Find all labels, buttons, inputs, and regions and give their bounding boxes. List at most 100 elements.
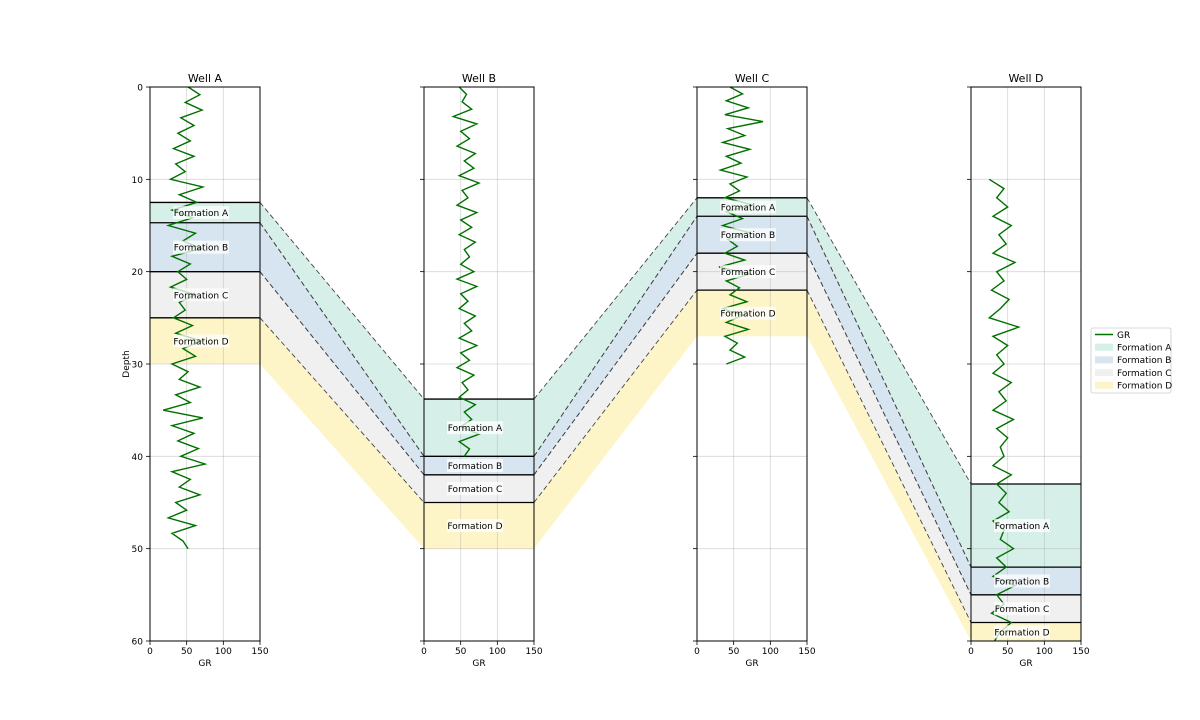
- formation-label: Formation C: [174, 291, 229, 301]
- x-tick-label: 50: [181, 647, 193, 657]
- correlation-fills: [259, 197, 972, 641]
- formation-label-box: [173, 240, 229, 254]
- x-tick-label: 150: [798, 647, 815, 657]
- x-tick-label: 150: [525, 647, 542, 657]
- formation-label-box: [720, 200, 776, 214]
- formation-label-box: [447, 421, 503, 435]
- y-tick-label: 60: [132, 638, 144, 648]
- correlation-band-formation-c: [260, 271, 424, 503]
- x-axis-label: GR: [472, 659, 485, 669]
- x-tick-label: 100: [489, 647, 506, 657]
- correlation-line: [533, 252, 698, 476]
- formation-label: Formation B: [721, 231, 775, 241]
- y-tick-label: 0: [137, 84, 143, 94]
- formation-label-box: [447, 482, 503, 496]
- x-tick-label: 100: [1036, 647, 1053, 657]
- y-tick-label: 50: [132, 545, 144, 555]
- correlation-band-formation-b: [534, 216, 697, 475]
- gr-log-curve: [987, 178, 1021, 642]
- x-tick-label: 0: [694, 647, 700, 657]
- x-tick-label: 0: [147, 647, 153, 657]
- formation-label: Formation A: [721, 204, 776, 214]
- y-tick-label: 20: [132, 268, 144, 278]
- formation-label: Formation A: [995, 522, 1050, 532]
- correlation-band-formation-c: [807, 253, 971, 623]
- correlation-line: [533, 289, 698, 503]
- formation-label-box: [173, 206, 229, 220]
- x-tick-label: 50: [455, 647, 467, 657]
- x-tick-label: 150: [1072, 647, 1089, 657]
- x-tick-label: 150: [251, 647, 268, 657]
- formation-label-box: [994, 625, 1050, 639]
- legend: GR Formation A Formation B Formation C Forma…: [1090, 327, 1172, 394]
- correlation-line: [533, 197, 698, 400]
- formation-label-box: [720, 228, 776, 242]
- well-panels: Formation A Formation B Formation C Formati…: [122, 72, 1090, 669]
- x-tick-label: 50: [728, 647, 740, 657]
- formation-label-box: [173, 334, 229, 348]
- legend-swatch-patch: [1095, 356, 1113, 364]
- formation-label: Formation C: [995, 605, 1050, 615]
- well-panel-well-c: Formation A Formation B Formation C Formati…: [693, 72, 816, 669]
- formation-label-box: [447, 519, 503, 533]
- correlation-band-formation-d: [260, 317, 424, 549]
- x-axis-label: GR: [1019, 659, 1032, 669]
- correlation-band-formation-a: [534, 197, 697, 457]
- formation-label: Formation D: [447, 522, 502, 532]
- correlation-line: [533, 216, 698, 457]
- well-title: Well D: [1008, 72, 1043, 85]
- x-tick-label: 0: [968, 647, 974, 657]
- legend-swatch-patch: [1095, 369, 1113, 377]
- correlation-band-formation-b: [260, 222, 424, 475]
- correlation-band-formation-a: [260, 202, 424, 457]
- x-tick-label: 100: [762, 647, 779, 657]
- well-title: Well C: [735, 72, 770, 85]
- gr-log-curve: [451, 86, 481, 457]
- formation-label: Formation B: [995, 577, 1049, 587]
- x-axis-label: GR: [198, 659, 211, 669]
- formation-label: Formation C: [448, 485, 503, 495]
- correlation-band-formation-d: [807, 290, 971, 641]
- x-tick-label: 50: [1002, 647, 1014, 657]
- correlation-band-formation-d: [534, 290, 697, 549]
- correlation-band-formation-a: [807, 197, 971, 568]
- well-panel-well-a: Formation A Formation B Formation C Formati…: [122, 72, 269, 669]
- y-tick-label: 10: [132, 176, 144, 186]
- formation-label: Formation D: [994, 628, 1049, 638]
- well-title: Well B: [462, 72, 496, 85]
- y-axis-label: Depth: [122, 350, 132, 377]
- formation-label: Formation B: [448, 462, 502, 472]
- legend-label: Formation B: [1117, 356, 1171, 366]
- formation-label-box: [720, 306, 776, 320]
- formation-label-box: [447, 459, 503, 473]
- well-title: Well A: [188, 72, 223, 85]
- formation-label: Formation B: [174, 244, 228, 254]
- correlation-line: [259, 271, 425, 476]
- formation-label-box: [720, 265, 776, 279]
- formation-label-box: [173, 288, 229, 302]
- formation-label-box: [994, 519, 1050, 533]
- formation-label: Formation A: [174, 209, 229, 219]
- correlation-line: [806, 289, 972, 623]
- legend-swatch-patch: [1095, 381, 1113, 389]
- x-axis-label: GR: [745, 659, 758, 669]
- formation-label: Formation D: [173, 337, 228, 347]
- correlation-line: [806, 216, 972, 568]
- x-tick-label: 0: [421, 647, 427, 657]
- x-tick-label: 100: [215, 647, 232, 657]
- formation-label-box: [994, 602, 1050, 616]
- correlation-band-formation-c: [534, 253, 697, 503]
- gr-log-curve: [163, 86, 208, 550]
- correlation-line: [259, 202, 425, 400]
- formation-label: Formation C: [721, 268, 776, 278]
- formation-label: Formation D: [720, 310, 775, 320]
- legend-swatch-patch: [1095, 343, 1113, 351]
- formation-label-box: [994, 574, 1050, 588]
- well-panel-well-b: Formation A Formation B Formation C Formati…: [420, 72, 543, 669]
- correlation-line: [806, 197, 972, 485]
- legend-label: GR: [1117, 331, 1130, 341]
- y-tick-label: 40: [132, 453, 144, 463]
- correlation-line: [806, 253, 972, 596]
- legend-label: Formation A: [1117, 344, 1172, 354]
